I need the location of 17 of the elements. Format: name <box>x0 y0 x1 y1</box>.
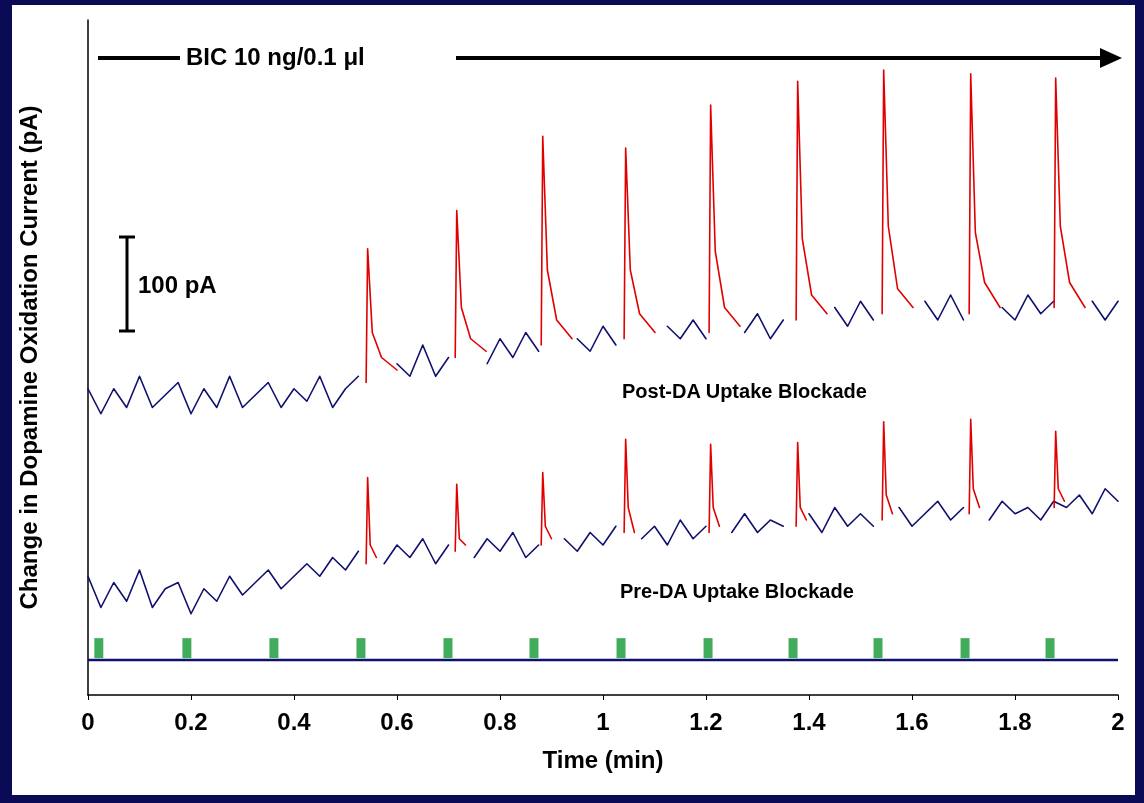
y-axis-title: Change in Dopamine Oxidation Current (pA) <box>14 105 42 610</box>
x-tick-label: 1.4 <box>792 707 827 735</box>
x-tick-label: 1.8 <box>998 707 1032 735</box>
x-tick-label: 1.6 <box>895 707 929 735</box>
series-label: Pre-DA Uptake Blockade <box>620 580 854 602</box>
x-tick-label: 0.8 <box>483 707 517 735</box>
annotation: 100 pA <box>138 270 217 298</box>
x-tick-label: 0 <box>81 707 95 735</box>
series-label: Post-DA Uptake Blockade <box>622 380 867 402</box>
text: BIC 10 ng/0.1 μl <box>186 42 365 70</box>
x-tick-label: 0.6 <box>380 707 414 735</box>
x-tick-label: 1.2 <box>689 707 723 735</box>
x-tick-label: 1 <box>596 707 610 735</box>
x-tick-label: 2 <box>1111 707 1125 735</box>
x-axis-title: Time (min) <box>542 745 664 773</box>
x-tick-label: 0.4 <box>277 707 312 735</box>
x-tick-label: 0.2 <box>174 707 208 735</box>
